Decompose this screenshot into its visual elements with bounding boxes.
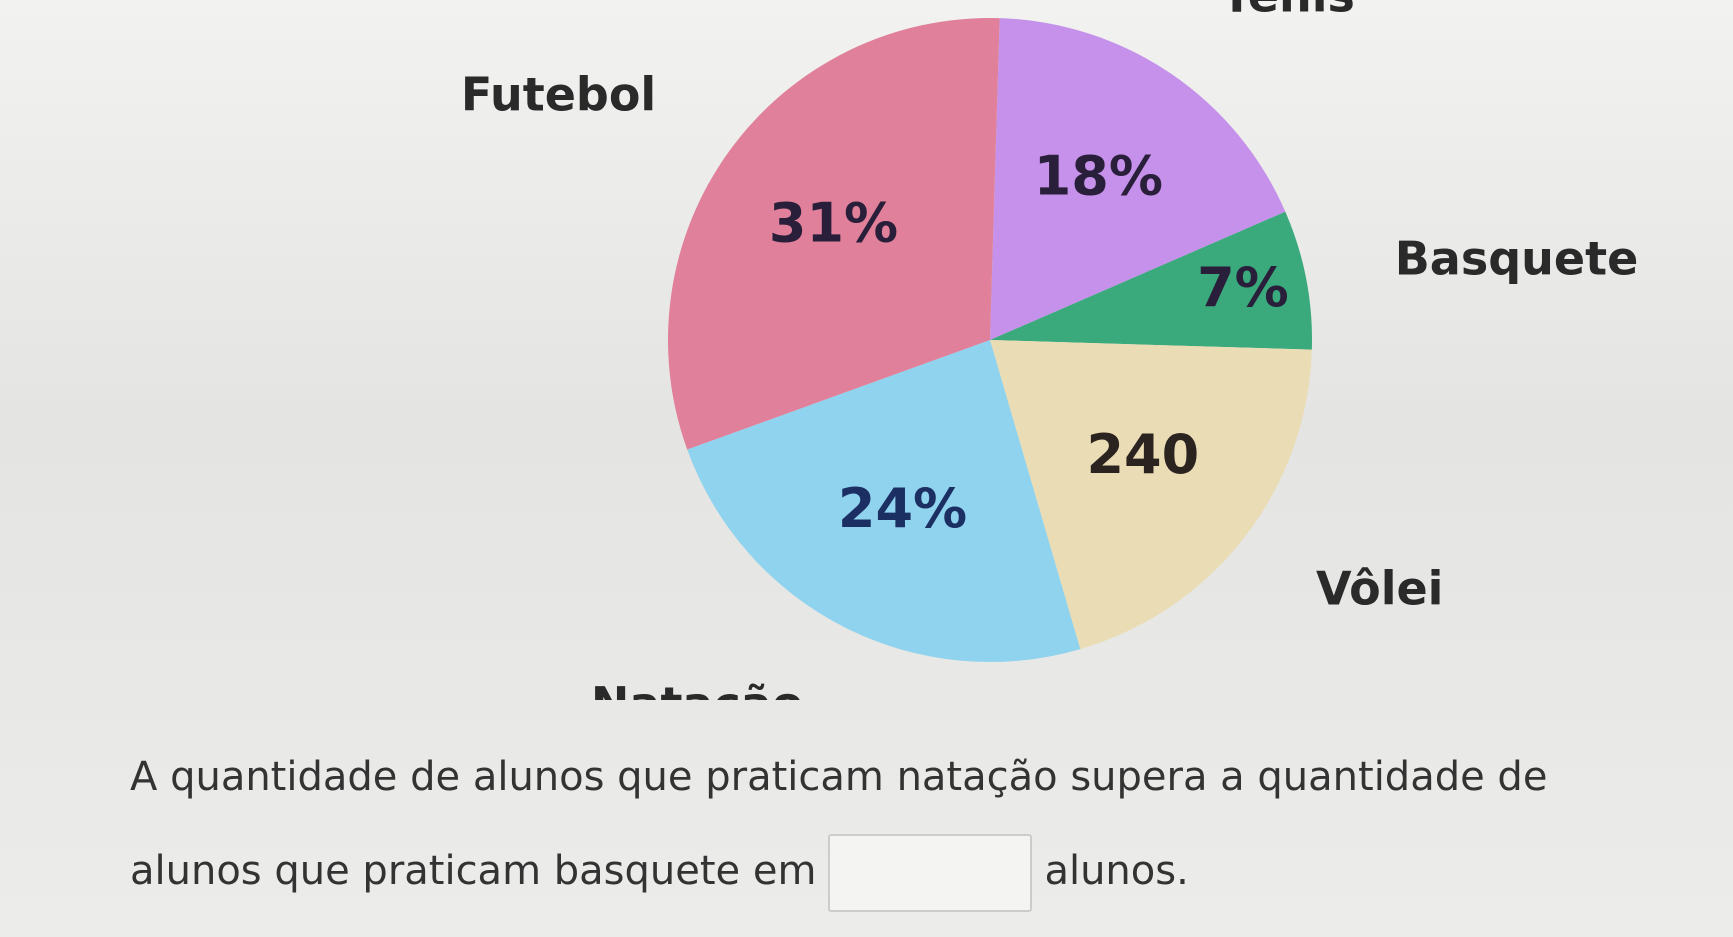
question-suffix: alunos. [1044, 848, 1189, 894]
value-label: 24% [838, 477, 967, 540]
pie-slice [687, 340, 1081, 662]
pie-slice [990, 340, 1312, 650]
category-label: Basquete [1395, 232, 1639, 286]
answer-input[interactable] [828, 834, 1033, 912]
category-label: Futebol [461, 68, 656, 122]
value-label: 31% [769, 191, 898, 254]
pie-slice [990, 211, 1312, 350]
chart: 18% Tênis 7% Basquete 240 Vôlei 24% Natação 31% F… [461, 0, 1639, 700]
count-label: 240 [1086, 423, 1199, 486]
value-label: 7% [1197, 256, 1289, 319]
pie-slice [668, 18, 1000, 450]
question-text: A quantidade de alunos que praticam nata… [130, 754, 1548, 894]
pie-slice [990, 18, 1286, 340]
category-label: Natação [591, 677, 803, 700]
value-label: 18% [1034, 145, 1163, 208]
question: A quantidade de alunos que praticam nata… [130, 730, 1630, 918]
category-label: Vôlei [1316, 562, 1443, 616]
category-label: Tênis [1221, 0, 1355, 22]
